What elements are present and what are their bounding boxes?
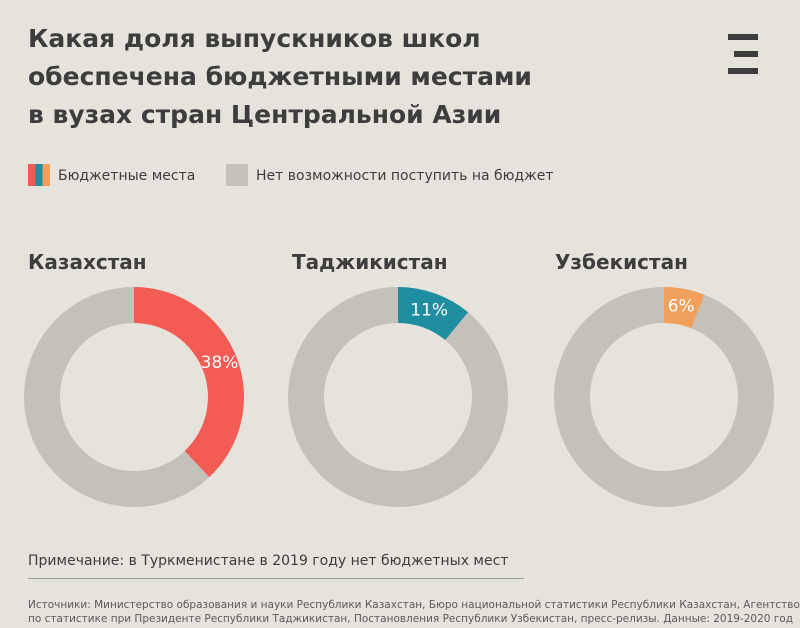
slice-no-budget-kazakhstan: [24, 287, 210, 507]
donut-uzbekistan: 6%: [554, 287, 774, 507]
data-label-tajikistan: 11%: [410, 300, 448, 320]
chart-title-uzbekistan: Узбекистан: [555, 250, 688, 274]
slice-no-budget-uzbekistan: [554, 287, 774, 507]
note: Примечание: в Туркменистане в 2019 году …: [28, 553, 509, 569]
legend-swatch-budget: [28, 164, 50, 186]
legend-swatch-no-budget: [226, 164, 248, 186]
page-title: Какая доля выпускников школ обеспечена б…: [28, 20, 628, 134]
slice-no-budget-tajikistan: [288, 287, 508, 507]
sources-line-1: Источники: Министерство образования и на…: [28, 599, 800, 611]
slice-budget-kazakhstan: [134, 287, 244, 478]
title-line-2: обеспечена бюджетными местами: [28, 62, 532, 91]
title-line-1: Какая доля выпускников школ: [28, 24, 481, 53]
legend-label-no-budget: Нет возможности поступить на бюджет: [256, 168, 554, 184]
donut-tajikistan: 11%: [288, 287, 508, 507]
slice-budget-uzbekistan: [664, 287, 705, 329]
slice-budget-tajikistan: [398, 287, 469, 340]
chart-title-kazakhstan: Казахстан: [28, 250, 147, 274]
sources-line-2: по статистике при Президенте Республики …: [28, 613, 793, 625]
data-label-uzbekistan: 6%: [668, 297, 695, 317]
logo-icon: [728, 34, 758, 74]
legend-label-budget: Бюджетные места: [58, 168, 196, 184]
sources: Источники: Министерство образования и на…: [28, 598, 800, 626]
chart-title-tajikistan: Таджикистан: [292, 250, 448, 274]
divider: [28, 578, 524, 579]
data-label-kazakhstan: 38%: [201, 353, 239, 373]
donut-kazakhstan: 38%: [24, 287, 244, 507]
title-line-3: в вузах стран Центральной Азии: [28, 100, 502, 129]
